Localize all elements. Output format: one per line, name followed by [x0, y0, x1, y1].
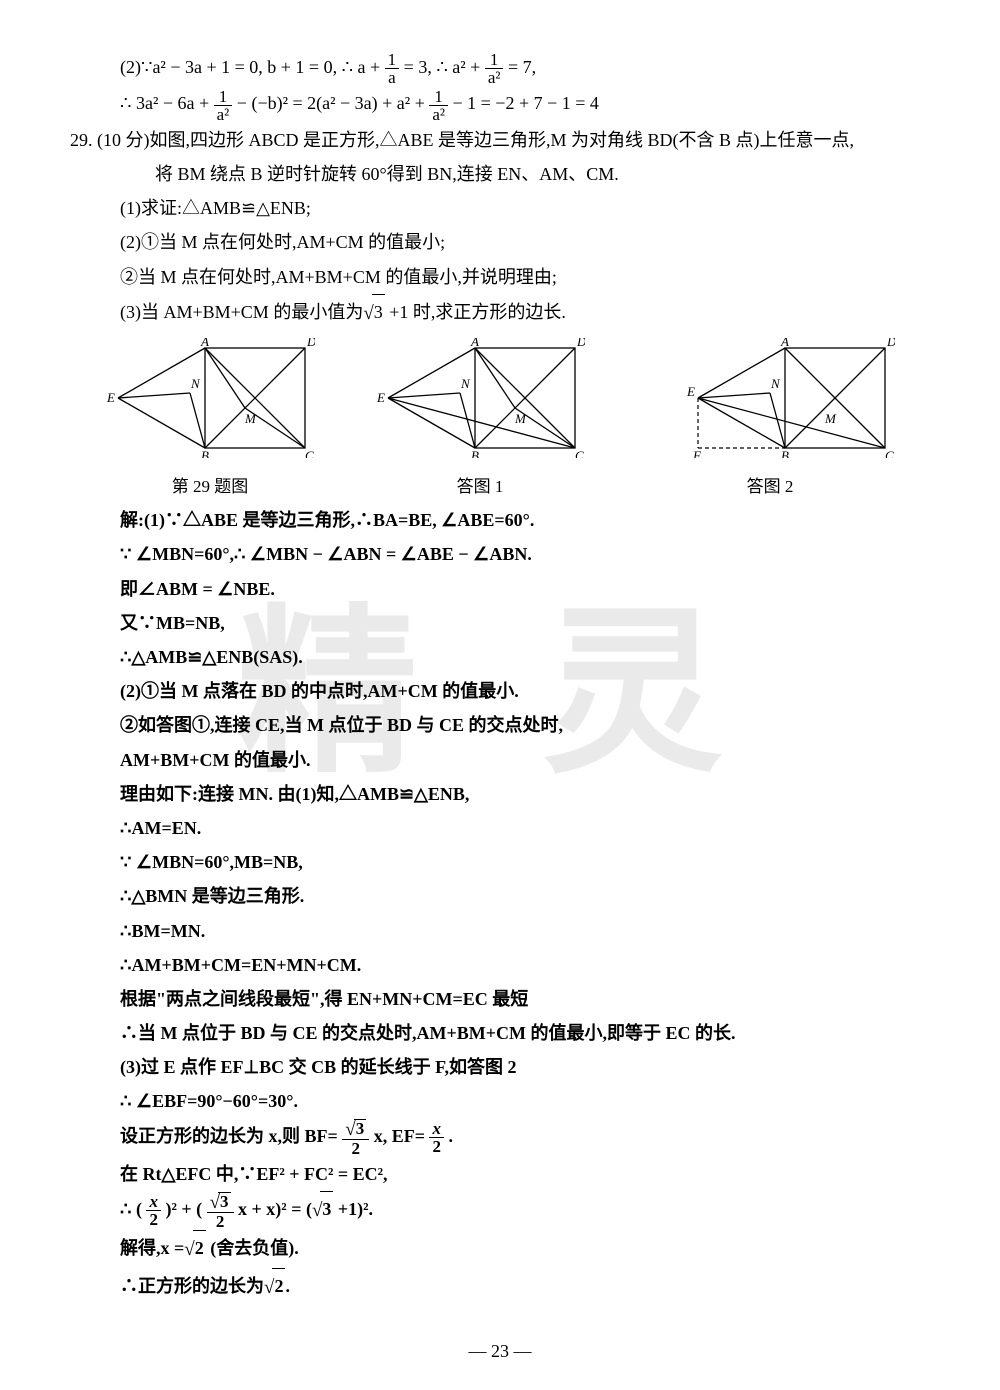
lbl: F [692, 448, 702, 458]
diagram-main: A D E N M B C [105, 338, 315, 458]
lbl: D [576, 338, 585, 349]
frac-x-2: x2 [429, 1120, 444, 1155]
txt: = 7, [508, 57, 536, 77]
diagram-ans1: A D E N M B C [375, 338, 585, 458]
s1: 解:(1)∵△ABE 是等边三角形,∴BA=BE, ∠ABE=60°. [120, 503, 930, 537]
lbl: E [376, 390, 385, 405]
q29-1: (1)求证:△AMB≌△ENB; [70, 191, 930, 225]
lbl: N [460, 376, 471, 391]
sqrt2: 2 [272, 1268, 285, 1303]
txt: x, EF= [374, 1126, 425, 1146]
lbl: M [824, 411, 837, 426]
lbl: N [770, 376, 781, 391]
frac-s3-2b: √32 [207, 1192, 234, 1230]
frac-x-2b: x2 [146, 1193, 161, 1228]
figure-main: A D E N M B C 第 29 题图 [105, 338, 315, 503]
diagram-ans2: A D E N M B C F [645, 338, 895, 458]
txt: 设正方形的边长为 x,则 BF= [120, 1126, 338, 1146]
s5: ∴△AMB≌△ENB(SAS). [120, 640, 930, 674]
lbl: A [780, 338, 789, 349]
s17: (3)过 E 点作 EF⊥BC 交 CB 的延长线于 F,如答图 2 [120, 1050, 930, 1084]
s15: 根据"两点之间线段最短",得 EN+MN+CM=EC 最短 [120, 982, 930, 1016]
s4: 又∵MB=NB, [120, 606, 930, 640]
s14: ∴AM+BM+CM=EN+MN+CM. [120, 948, 930, 982]
solution-block: 解:(1)∵△ABE 是等边三角形,∴BA=BE, ∠ABE=60°. ∵ ∠M… [70, 503, 930, 1306]
lbl: D [886, 338, 895, 349]
q29-2b: ②当 M 点在何处时,AM+BM+CM 的值最小,并说明理由; [70, 260, 930, 294]
s3: 即∠ABM = ∠NBE. [120, 572, 930, 606]
s7: ②如答图①,连接 CE,当 M 点位于 BD 与 CE 的交点处时, [120, 708, 930, 742]
s19: 设正方形的边长为 x,则 BF= √32 x, EF= x2 . [120, 1119, 930, 1157]
s23: ∴正方形的边长为√2. [120, 1268, 930, 1306]
s16: ∴当 M 点位于 BD 与 CE 的交点处时,AM+BM+CM 的值最小,即等于… [120, 1016, 930, 1050]
lbl: D [306, 338, 315, 349]
txt: +1)². [338, 1199, 373, 1219]
txt: − (−b)² = 2(a² − 3a) + a² + [237, 93, 430, 113]
figure-ans2: A D E N M B C F 答图 2 [645, 338, 895, 503]
s13: ∴BM=MN. [120, 914, 930, 948]
frac-1-a2c: 1a² [429, 88, 448, 123]
s2: ∵ ∠MBN=60°,∴ ∠MBN − ∠ABN = ∠ABE − ∠ABN. [120, 537, 930, 571]
s11: ∵ ∠MBN=60°,MB=NB, [120, 845, 930, 879]
s6: (2)①当 M 点落在 BD 的中点时,AM+CM 的值最小. [120, 674, 930, 708]
txt: (2)∵a² − 3a + 1 = 0, b + 1 = 0, ∴ a + [120, 57, 385, 77]
q29-stem2: 将 BM 绕点 B 逆时针旋转 60°得到 BN,连接 EN、AM、CM. [70, 157, 930, 191]
frac-1-a: 1a [385, 51, 400, 86]
s12: ∴△BMN 是等边三角形. [120, 879, 930, 913]
lbl: A [200, 338, 209, 349]
p2-line2: ∴ 3a² − 6a + 1a² − (−b)² = 2(a² − 3a) + … [70, 86, 930, 122]
q29-2a: (2)①当 M 点在何处时,AM+CM 的值最小; [70, 225, 930, 259]
s18: ∴ ∠EBF=90°−60°=30°. [120, 1084, 930, 1118]
txt: (舍去负值). [210, 1238, 299, 1258]
txt: +1 时,求正方形的边长. [389, 302, 566, 322]
lbl: C [885, 448, 894, 458]
txt: ∴ 3a² − 6a + [120, 93, 214, 113]
txt: ∴ ( [120, 1199, 142, 1219]
lbl: N [190, 376, 201, 391]
lbl: A [470, 338, 479, 349]
txt: ∴正方形的边长为 [120, 1276, 264, 1296]
txt: x + x)² = ( [238, 1199, 312, 1219]
txt: )² + ( [165, 1199, 202, 1219]
s20: 在 Rt△EFC 中,∵EF² + FC² = EC², [120, 1157, 930, 1191]
lbl: B [201, 448, 209, 458]
sqrt3: 3 [372, 294, 385, 329]
caption-ans1: 答图 1 [375, 471, 585, 503]
caption-main: 第 29 题图 [105, 471, 315, 503]
figure-row: A D E N M B C 第 29 题图 [70, 338, 930, 503]
frac-1-a2: 1a² [485, 51, 504, 86]
lbl: B [781, 448, 789, 458]
lbl: C [305, 448, 314, 458]
caption-ans2: 答图 2 [645, 471, 895, 503]
frac-1-a2b: 1a² [214, 88, 233, 123]
s9: 理由如下:连接 MN. 由(1)知,△AMB≌△ENB, [120, 777, 930, 811]
sqrt2: 2 [193, 1230, 206, 1265]
q29-stem1: 29. (10 分)如图,四边形 ABCD 是正方形,△ABE 是等边三角形,M… [70, 123, 930, 157]
txt: . [285, 1276, 290, 1296]
s8: AM+BM+CM 的值最小. [120, 743, 930, 777]
page-number: — 23 — [0, 1334, 1000, 1368]
txt: (3)当 AM+BM+CM 的最小值为 [120, 302, 363, 322]
frac-s3-2: √32 [342, 1119, 369, 1157]
lbl: M [244, 411, 257, 426]
lbl: B [471, 448, 479, 458]
lbl: C [575, 448, 584, 458]
p2-line1: (2)∵a² − 3a + 1 = 0, b + 1 = 0, ∴ a + 1a… [70, 50, 930, 86]
s22: 解得,x =√2 (舍去负值). [120, 1230, 930, 1268]
lbl: E [106, 390, 115, 405]
figure-ans1: A D E N M B C 答图 1 [375, 338, 585, 503]
lbl: E [686, 384, 695, 399]
page: 精 灵 (2)∵a² − 3a + 1 = 0, b + 1 = 0, ∴ a … [0, 0, 1000, 1390]
txt: . [448, 1126, 453, 1146]
q29-3: (3)当 AM+BM+CM 的最小值为√3 +1 时,求正方形的边长. [70, 294, 930, 332]
s10: ∴AM=EN. [120, 811, 930, 845]
txt: = 3, ∴ a² + [404, 57, 485, 77]
txt: 解得,x = [120, 1238, 184, 1258]
s21: ∴ ( x2 )² + ( √32 x + x)² = (√3 +1)². [120, 1191, 930, 1230]
lbl: M [514, 411, 527, 426]
sqrt3: 3 [320, 1191, 333, 1226]
txt: − 1 = −2 + 7 − 1 = 4 [453, 93, 599, 113]
